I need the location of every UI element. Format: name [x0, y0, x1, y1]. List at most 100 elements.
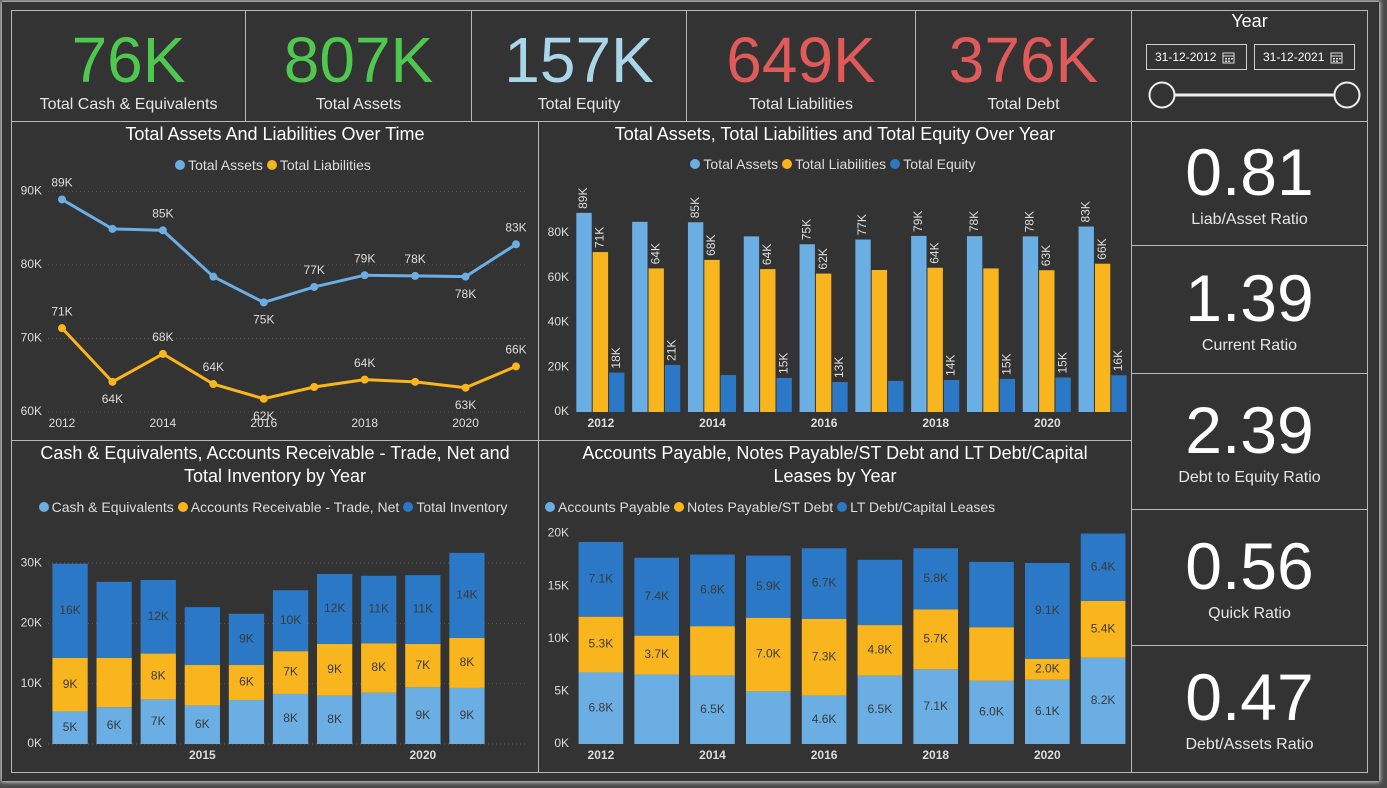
- bar: [855, 239, 871, 412]
- data-label: 75K: [253, 313, 274, 327]
- bar: [911, 235, 927, 412]
- y-tick-label: 10K: [21, 676, 42, 690]
- ratio-label: Debt to Equity Ratio: [1178, 468, 1321, 486]
- bar-segment: [449, 637, 485, 688]
- line: [61, 198, 517, 305]
- data-label: 63K: [455, 398, 476, 412]
- y-tick-label: 70K: [21, 331, 42, 345]
- data-label: 83K: [1078, 201, 1092, 222]
- data-label: 89K: [576, 188, 590, 209]
- data-label: 77K: [304, 263, 325, 277]
- legend-marker: [403, 502, 414, 512]
- data-label: 21K: [665, 340, 679, 361]
- data-label: 7.0K: [756, 647, 781, 661]
- bar-segment: [317, 695, 353, 744]
- data-label: 66K: [505, 343, 526, 357]
- bar-segment: [1024, 562, 1070, 659]
- bar-segment: [857, 559, 903, 626]
- bar: [999, 378, 1016, 412]
- bar: [815, 273, 832, 412]
- bar-segment: [228, 665, 265, 700]
- x-tick-label: 2018: [922, 748, 949, 762]
- data-label: 6.7K: [812, 576, 837, 590]
- legend-marker: [38, 502, 49, 512]
- end-date[interactable]: 31-12-2021: [1254, 44, 1355, 70]
- point: [158, 349, 167, 358]
- data-label: 85K: [688, 197, 702, 218]
- ratio-card: 0.47 Debt/Assets Ratio: [1131, 645, 1368, 773]
- data-label: 5.4K: [1091, 621, 1116, 635]
- x-tick-label: 2020: [1034, 416, 1061, 430]
- bar-segment: [801, 548, 847, 619]
- data-label: 68K: [704, 235, 718, 256]
- y-tick-label: 0K: [554, 404, 569, 418]
- x-tick-label: 2020: [409, 748, 436, 762]
- start-date-text: 31-12-2012: [1155, 50, 1217, 64]
- bar: [943, 379, 960, 412]
- bar-segment: [184, 705, 220, 744]
- bar: [609, 372, 625, 412]
- legend: Accounts Payable Notes Payable/ST Debt LT …: [545, 499, 1125, 515]
- data-label: 75K: [799, 219, 813, 240]
- data-label: 89K: [51, 176, 72, 190]
- data-label: 11K: [413, 602, 433, 616]
- data-label: 6.8K: [589, 700, 614, 714]
- calendar-icon: [1222, 52, 1235, 63]
- x-tick-label: 2012: [588, 416, 615, 430]
- start-date[interactable]: 31-12-2012: [1146, 44, 1247, 70]
- data-label: 9.1K: [1035, 603, 1060, 617]
- data-label: 9K: [327, 662, 342, 676]
- y-tick-label: 10K: [548, 631, 569, 645]
- kpi-label: Total Cash & Equivalents: [39, 96, 218, 113]
- legend-label: Total Equity: [903, 156, 976, 172]
- legend-marker: [690, 159, 701, 169]
- point: [259, 298, 268, 307]
- data-label: 9K: [416, 708, 431, 722]
- bar-segment: [913, 609, 959, 670]
- bar: [1039, 270, 1055, 412]
- point: [58, 195, 66, 204]
- bar-segment: [184, 665, 220, 706]
- legend-label: Total Liabilities: [279, 157, 371, 173]
- ratio-card: 2.39 Debt to Equity Ratio: [1131, 373, 1368, 510]
- kpi-value: 649K: [726, 24, 876, 96]
- data-label: 64K: [760, 244, 774, 265]
- end-date-text: 31-12-2021: [1263, 50, 1325, 64]
- point: [310, 382, 319, 391]
- y-tick-label: 20K: [21, 616, 42, 630]
- data-label: 15K: [1000, 353, 1014, 374]
- point: [310, 282, 319, 291]
- x-tick-label: 2012: [588, 748, 615, 762]
- point: [411, 377, 420, 386]
- bar: [687, 222, 704, 412]
- point: [512, 362, 520, 371]
- data-label: 8K: [371, 660, 386, 674]
- legend-marker: [175, 160, 186, 170]
- chart: 60K 70K 80K 90K 2012 2014 2016 2018 2020 89K 85K 75…: [21, 176, 528, 430]
- bar-segment: [578, 541, 624, 617]
- bar-segment: [228, 613, 265, 666]
- data-label: 6.1K: [1035, 704, 1060, 718]
- data-label: 5.9K: [756, 579, 781, 593]
- x-tick-label: 2018: [351, 416, 378, 430]
- chart-panel: 60K 70K 80K 90K 2012 2014 2016 2018 2020 89K 85K 75…: [11, 121, 539, 441]
- data-label: 7.1K: [923, 699, 948, 713]
- slider-handle-start[interactable]: [1148, 81, 1176, 109]
- point: [411, 271, 420, 280]
- chart-panel: 0K 10K 20K 30K 5K 9K 16K 6K 7K 8K 12K 2015 6K 6K 9K 8K 7…: [11, 440, 539, 773]
- bar: [966, 236, 983, 412]
- slicer-title: Year: [1231, 11, 1268, 31]
- bar-segment: [272, 590, 309, 652]
- bar: [871, 269, 888, 412]
- data-label: 10K: [280, 613, 301, 627]
- data-label: 9K: [460, 708, 475, 722]
- bar-segment: [140, 580, 176, 654]
- x-tick-label: 2016: [811, 748, 838, 762]
- bar-segment: [745, 555, 791, 618]
- slider-handle-end[interactable]: [1333, 81, 1361, 109]
- data-label: 6K: [107, 718, 122, 732]
- bar: [888, 380, 904, 412]
- legend-item: Accounts Payable: [545, 499, 670, 515]
- bar-segment: [272, 651, 309, 694]
- bar: [1055, 377, 1071, 412]
